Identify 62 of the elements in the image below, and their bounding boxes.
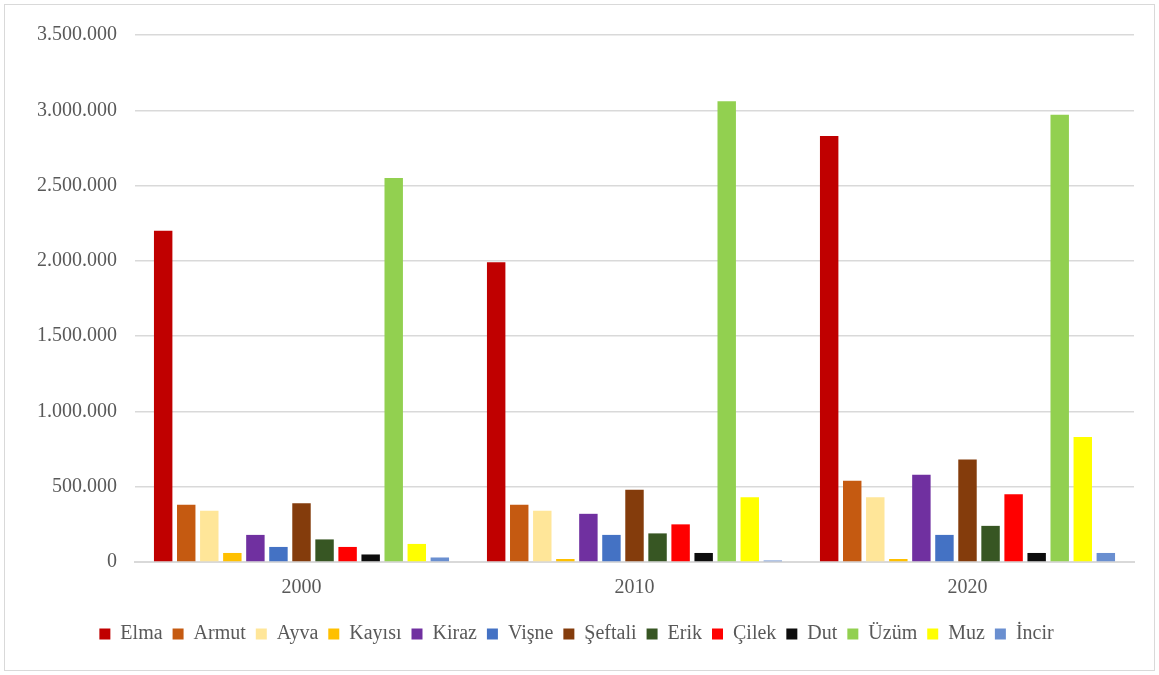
bar bbox=[602, 534, 621, 562]
bar bbox=[958, 459, 977, 562]
bar bbox=[556, 558, 575, 562]
bar bbox=[579, 513, 598, 562]
y-tick-label: 2.000.000 bbox=[37, 248, 117, 271]
bar bbox=[292, 503, 311, 562]
bar bbox=[338, 546, 357, 562]
bar bbox=[486, 262, 506, 562]
bar bbox=[1073, 437, 1092, 562]
legend-label: İncir bbox=[1015, 621, 1054, 644]
bar bbox=[740, 497, 759, 562]
bar bbox=[177, 504, 196, 562]
bar bbox=[246, 534, 265, 562]
x-tick-label: 2020 bbox=[947, 575, 988, 598]
bar bbox=[1027, 552, 1046, 562]
bar bbox=[269, 546, 288, 562]
bar bbox=[694, 552, 713, 562]
bar bbox=[315, 539, 334, 562]
legend-label: Üzüm bbox=[868, 621, 918, 644]
bar bbox=[533, 510, 552, 562]
y-tick-label: 0 bbox=[107, 549, 117, 572]
legend-label: Elma bbox=[120, 621, 163, 644]
bar bbox=[981, 525, 1000, 562]
y-tick-label: 500.000 bbox=[52, 473, 117, 496]
bar bbox=[384, 178, 403, 562]
y-tick-label: 1.500.000 bbox=[37, 323, 117, 346]
bar bbox=[1050, 114, 1069, 562]
bar bbox=[361, 554, 380, 562]
bar bbox=[935, 534, 954, 562]
bar bbox=[819, 135, 839, 562]
bar bbox=[510, 504, 529, 562]
bar bbox=[200, 510, 219, 562]
x-tick-label: 2000 bbox=[281, 575, 322, 598]
bar bbox=[866, 497, 885, 562]
bar bbox=[223, 552, 242, 562]
y-tick-label: 3.500.000 bbox=[37, 22, 117, 45]
legend-label: Armut bbox=[193, 621, 247, 644]
legend-label: Kiraz bbox=[432, 621, 478, 644]
bar bbox=[153, 230, 173, 562]
bar bbox=[843, 480, 862, 562]
y-tick-label: 3.000.000 bbox=[37, 97, 117, 120]
y-tick-label: 1.000.000 bbox=[37, 398, 117, 421]
bar bbox=[912, 474, 931, 562]
legend-label: Çilek bbox=[733, 621, 777, 645]
bar bbox=[1096, 552, 1116, 562]
bar bbox=[889, 558, 908, 562]
x-tick-label: 2010 bbox=[614, 575, 655, 598]
legend-label: Kayısı bbox=[349, 621, 402, 645]
legend-label: Şeftali bbox=[584, 621, 638, 645]
bar bbox=[671, 524, 690, 562]
bar bbox=[648, 533, 667, 562]
bar bbox=[1004, 494, 1023, 562]
bar bbox=[430, 557, 450, 562]
bar bbox=[625, 489, 644, 562]
legend-label: Vişne bbox=[507, 621, 554, 645]
legend-label: Muz bbox=[948, 621, 985, 644]
legend-label: Dut bbox=[807, 621, 838, 644]
legend-label: Erik bbox=[667, 621, 703, 644]
bar bbox=[407, 543, 426, 562]
y-tick-label: 2.500.000 bbox=[37, 172, 117, 195]
legend-label: Ayva bbox=[276, 621, 319, 645]
bar bbox=[717, 101, 736, 562]
